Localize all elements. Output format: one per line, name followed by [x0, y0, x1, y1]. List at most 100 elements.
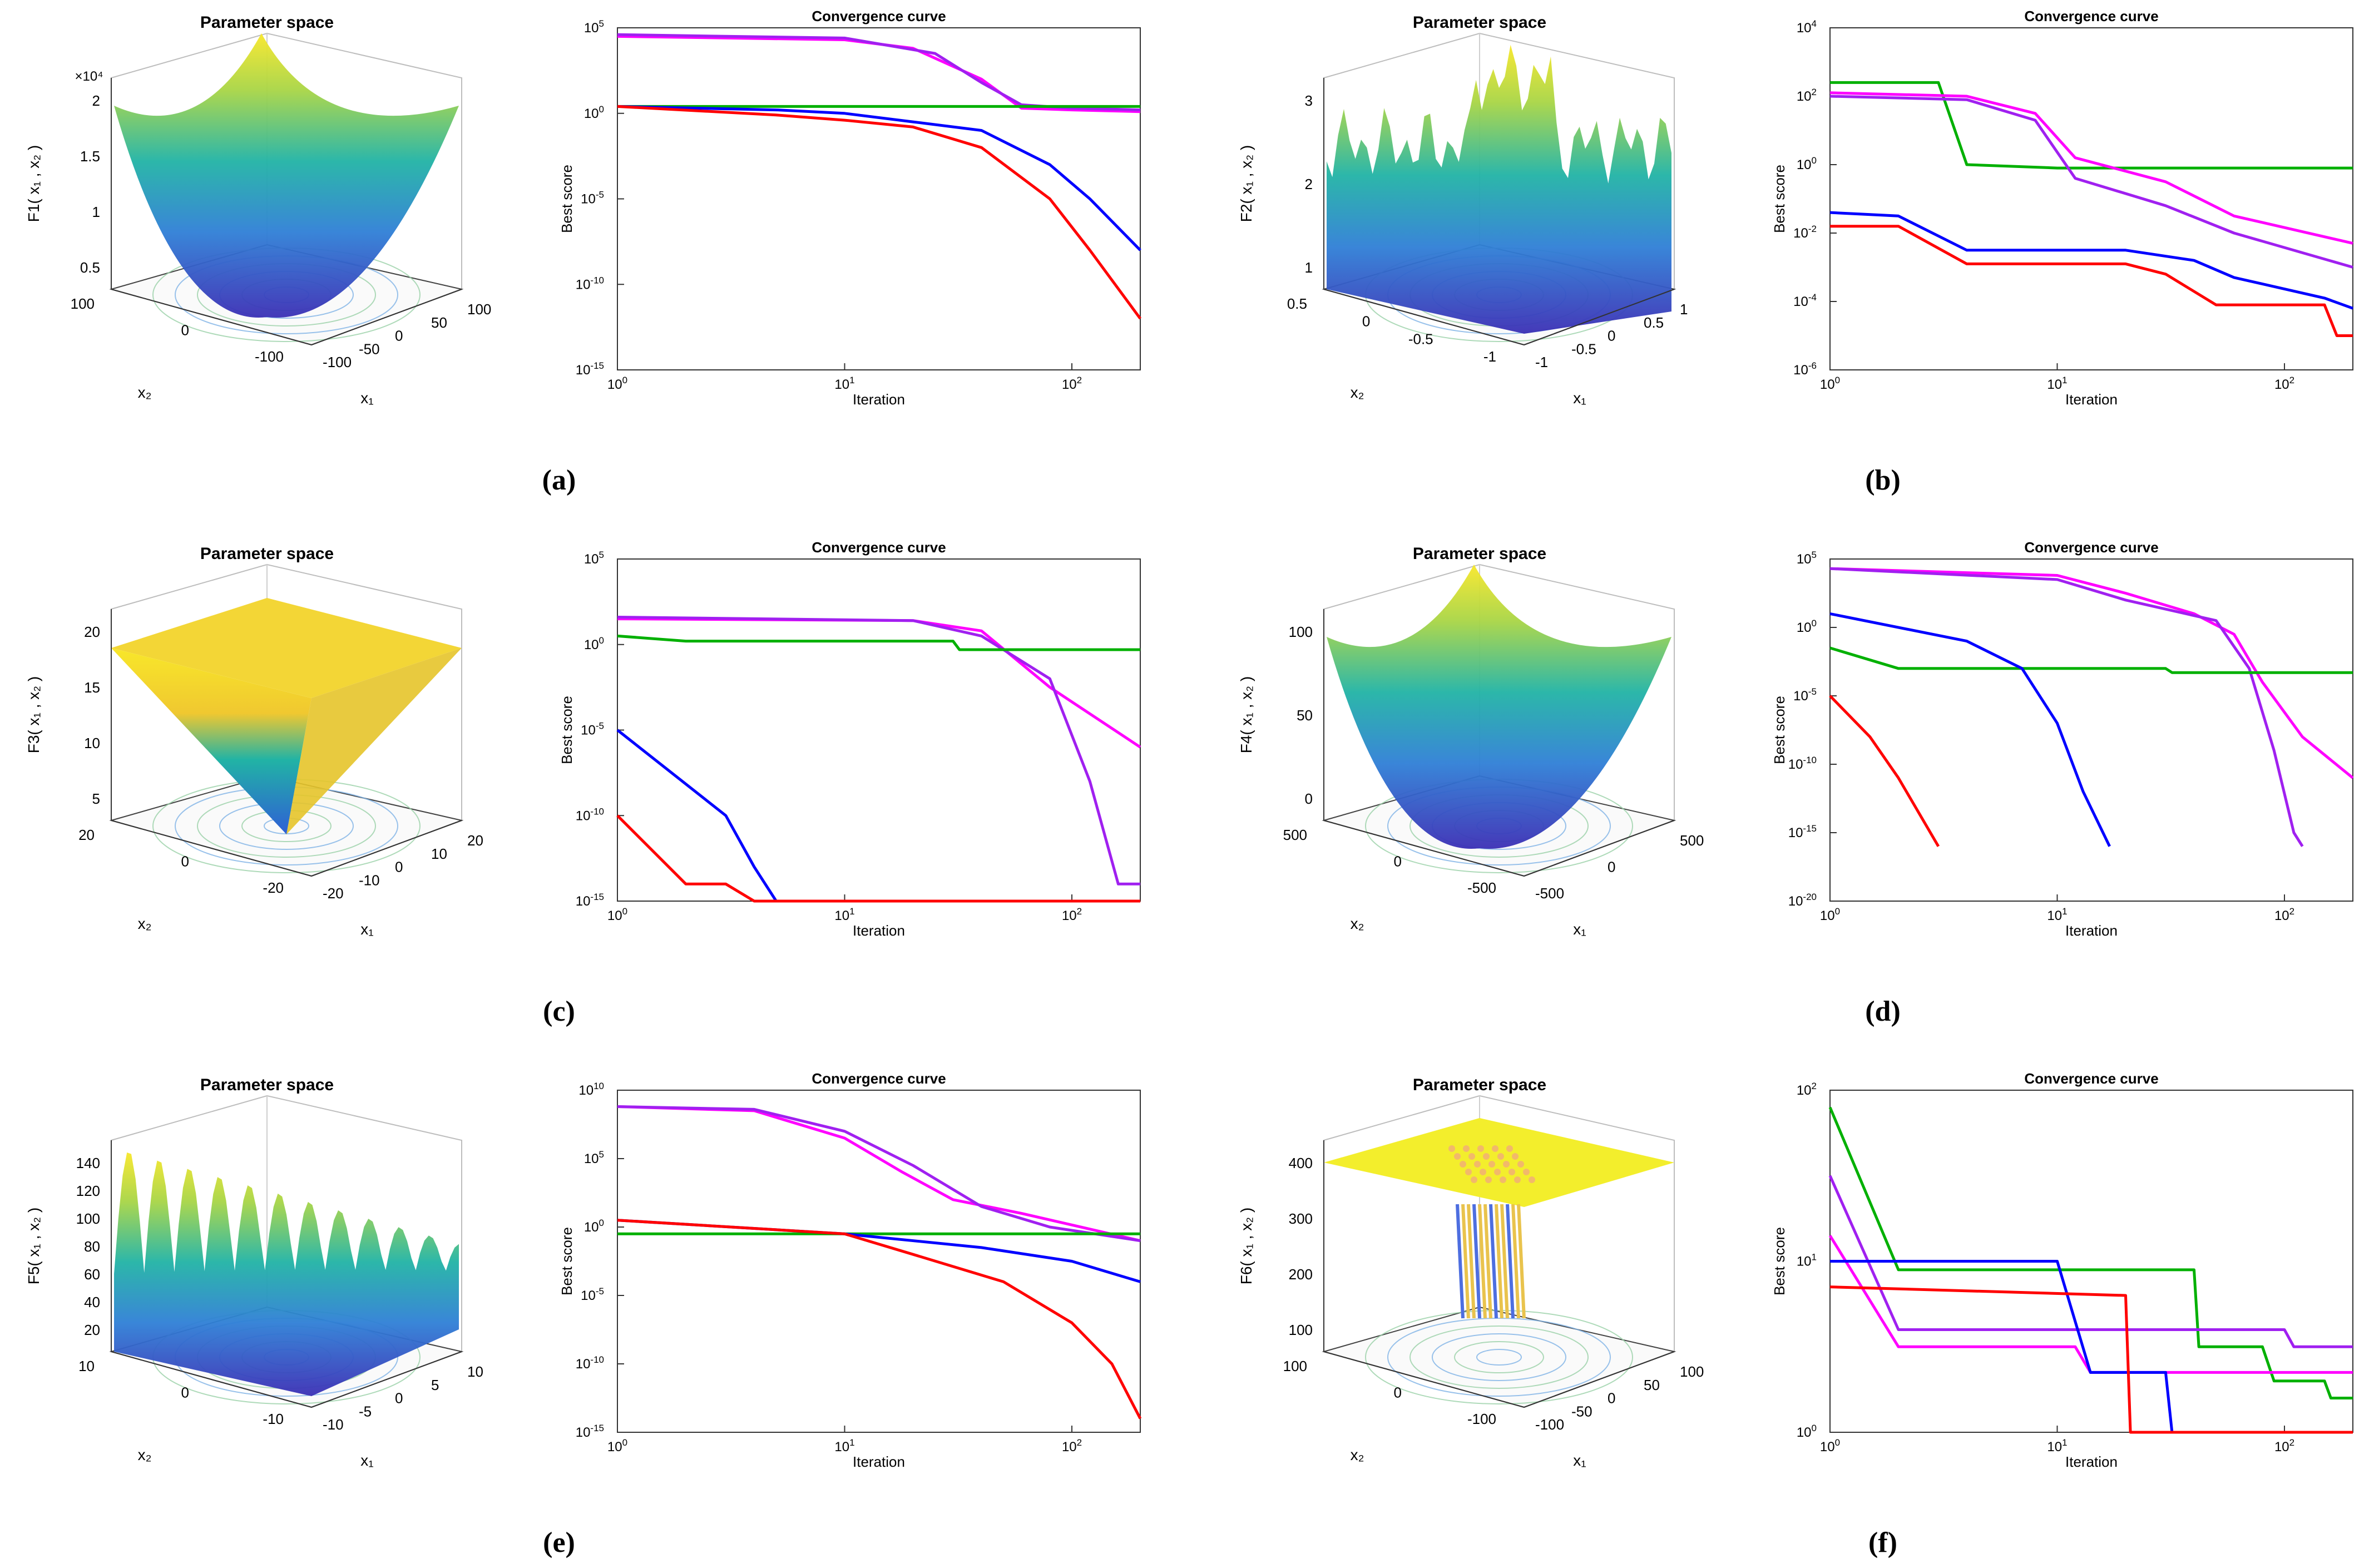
plateau-hole [1506, 1145, 1513, 1152]
y-tick-label: 102 [1797, 87, 1817, 104]
panel-f: Parameter space 400 300 200 100 F6( x₁ , x₂ )… [1238, 1070, 2353, 1559]
y-tick-label: 105 [584, 550, 604, 567]
series-line-green [1830, 81, 2353, 170]
curve-x-label: Iteration [853, 1453, 905, 1470]
y-axis-label: x₂ [138, 384, 152, 401]
series-line-red [1829, 695, 1940, 847]
x-axis-line [311, 820, 462, 877]
series-line-red [1830, 225, 2353, 337]
plateau-hole [1474, 1161, 1481, 1168]
z-tick-label: 50 [1297, 707, 1313, 724]
y-tick-label: 102 [1797, 1081, 1817, 1098]
plateau-hole [1514, 1176, 1521, 1183]
panel-a: Parameter space 2 1.5 1 0.5 ×10⁴ F1( x₁ , x₂ )… [25, 8, 1142, 496]
x-tick-label: 0 [1608, 1390, 1615, 1407]
curve-x-label: Iteration [2065, 1453, 2118, 1470]
y-tick-label: 0 [1362, 313, 1370, 330]
y-axis-line [1323, 1351, 1525, 1408]
curve-title: Convergence curve [812, 1070, 946, 1087]
contour-ring [1476, 1349, 1522, 1366]
plateau-hole [1477, 1145, 1484, 1152]
x-tick-label: -20 [323, 885, 344, 902]
y-tick-label: 10-2 [1793, 224, 1817, 241]
series-line-green [1828, 1106, 2353, 1399]
x-axis-label: x₁ [1573, 389, 1586, 407]
series-line-purple [1829, 95, 2353, 269]
y-tick-label: 20 [78, 827, 95, 843]
curve-x-label: Iteration [853, 391, 905, 408]
plateau-spike [1495, 1204, 1503, 1319]
z-axis-label: F6( x₁ , x₂ ) [1238, 1208, 1255, 1285]
series-line-magenta [1828, 1235, 2353, 1374]
curve-axes-box [617, 27, 1141, 370]
y-tick-label: 100 [1797, 618, 1817, 635]
x-tick-label: 102 [2274, 906, 2294, 923]
curve-title: Convergence curve [2024, 8, 2158, 24]
curve-y-label: Best score [1771, 1227, 1788, 1295]
z-tick-label: 120 [76, 1183, 100, 1199]
x-tick-label: 1 [1680, 301, 1688, 318]
y-tick-label: 10-5 [581, 1286, 604, 1303]
contour-ring [1454, 1341, 1544, 1373]
series-line-purple [1829, 567, 2304, 847]
curve-title: Convergence curve [812, 8, 946, 24]
z-tick-label: 10 [84, 735, 100, 751]
x-axis-line [1524, 1351, 1675, 1408]
x-axis-label: x₁ [1573, 1452, 1586, 1469]
plateau-hole [1480, 1169, 1486, 1175]
plateau-hole [1463, 1145, 1470, 1152]
x-tick-label: -5 [359, 1403, 372, 1419]
y-axis-line [1323, 820, 1525, 877]
y-axis-label: x₂ [138, 915, 152, 932]
plateau-hole [1492, 1145, 1498, 1152]
surface-mesh [114, 33, 459, 318]
plateau-spike [1517, 1204, 1526, 1319]
y-tick-label: 105 [584, 18, 604, 36]
plateau-hole [1483, 1153, 1490, 1160]
y-tick-label: 10-20 [1788, 892, 1817, 909]
y-tick-label: 100 [1797, 1423, 1817, 1440]
surface-funnel-left [111, 648, 311, 834]
z-tick-label: 1 [92, 204, 100, 220]
x-tick-label: -1 [1535, 354, 1548, 370]
x-tick-label: 100 [607, 906, 627, 923]
x-tick-label: 101 [834, 906, 854, 923]
z-tick-label: 2 [92, 92, 100, 109]
z-tick-label: 0.5 [80, 259, 100, 276]
plateau-hole [1512, 1153, 1519, 1160]
curve-y-label: Best score [1771, 696, 1788, 764]
y-tick-label: 10-6 [1793, 360, 1817, 378]
panel-caption: (d) [1865, 996, 1901, 1027]
y-tick-label: 0 [181, 1384, 189, 1401]
panel-caption: (e) [543, 1527, 575, 1559]
x-tick-label: 0 [1608, 328, 1615, 344]
plateau-spike [1461, 1204, 1470, 1319]
z-tick-label: 200 [1289, 1266, 1313, 1283]
surface-mesh [1327, 565, 1671, 849]
curve-axes-box [1829, 27, 2353, 370]
y-tick-label: 10-5 [1793, 686, 1817, 704]
x-tick-label: 101 [2047, 375, 2067, 392]
y-tick-label: 1010 [578, 1081, 604, 1098]
y-tick-label: 10-10 [576, 806, 604, 823]
contour-ring [1387, 1318, 1611, 1397]
series-line-red [1829, 1285, 2353, 1434]
panel-b: Parameter space 3 2 1 F2( x₁ , x₂ ) 0.5 0 -0.5 -… [1238, 8, 2353, 496]
surface-title: Parameter space [1413, 1076, 1546, 1094]
x-tick-label: 102 [2274, 375, 2294, 392]
plateau-hole [1485, 1176, 1492, 1183]
contour-ring [1365, 1310, 1633, 1404]
z-tick-label: 100 [1289, 624, 1313, 640]
y-tick-label: 100 [584, 1218, 604, 1235]
x-tick-label: 101 [2047, 906, 2067, 923]
x-tick-label: -100 [323, 354, 352, 370]
x-tick-label: 50 [1644, 1377, 1660, 1393]
y-tick-label: 100 [71, 295, 95, 312]
panel-caption: (f) [1868, 1527, 1897, 1559]
y-tick-label: -20 [263, 879, 284, 896]
x-tick-label: 100 [1820, 906, 1840, 923]
x-tick-label: 100 [1820, 375, 1840, 392]
